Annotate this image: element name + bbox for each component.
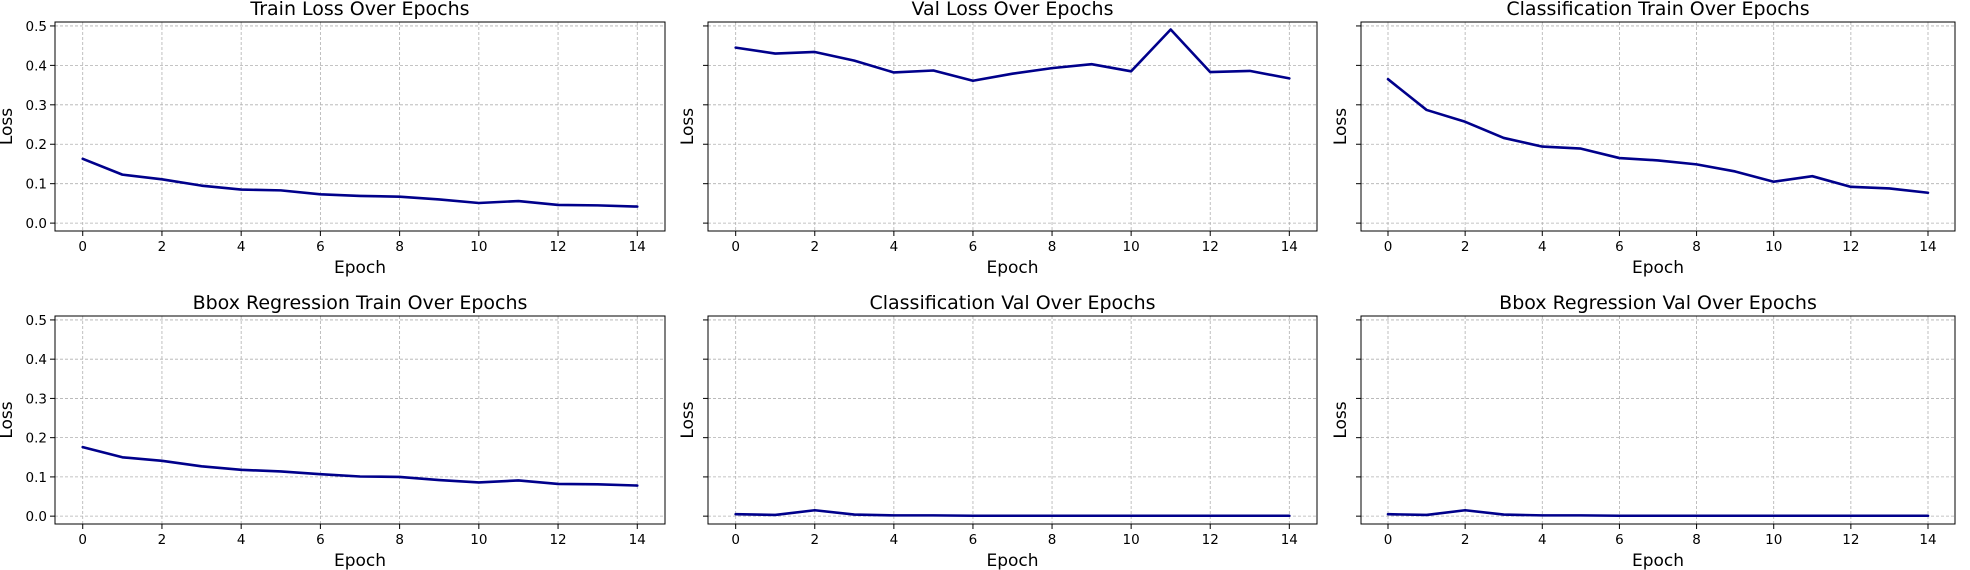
y-tick-label: 0.4 bbox=[26, 352, 47, 368]
x-tick-label: 12 bbox=[549, 532, 566, 548]
plot-frame bbox=[1360, 21, 1956, 232]
y-axis-label: Loss bbox=[1331, 108, 1351, 145]
y-tick-label: 0.2 bbox=[26, 431, 47, 447]
x-tick-label: 2 bbox=[158, 239, 167, 255]
x-tick-label: 8 bbox=[1692, 239, 1701, 255]
x-tick-label: 2 bbox=[810, 532, 819, 548]
subplot-2: 0 2 4 6 8 10 12 14 Val Loss Over Epochs Epoch Loss bbox=[678, 0, 1318, 278]
x-tick-label: 2 bbox=[810, 239, 819, 255]
subplot-6: 0 2 4 6 8 10 12 14 Bbox Regression Val Over Epoc… bbox=[1331, 292, 1956, 570]
x-tick-label: 0 bbox=[1384, 239, 1393, 255]
x-tick-label: 10 bbox=[470, 239, 487, 255]
x-tick-label: 8 bbox=[395, 239, 404, 255]
x-axis-label: Epoch bbox=[334, 258, 386, 278]
x-tick-label: 0 bbox=[731, 239, 740, 255]
x-tick-label: 8 bbox=[395, 532, 404, 548]
plot-frame bbox=[707, 21, 1318, 232]
subplot-3: 0 2 4 6 8 10 12 14 Classification Train Over Epo… bbox=[1331, 0, 1956, 278]
x-tick-label: 4 bbox=[890, 239, 899, 255]
x-tick-label: 2 bbox=[1461, 532, 1470, 548]
x-tick-label: 14 bbox=[1281, 532, 1298, 548]
x-tick-label: 4 bbox=[1538, 532, 1547, 548]
x-tick-label: 10 bbox=[1123, 239, 1140, 255]
x-tick-label: 12 bbox=[1842, 239, 1859, 255]
plot-frame bbox=[1360, 315, 1956, 525]
plot-frame bbox=[54, 315, 666, 525]
series-line bbox=[734, 28, 1291, 83]
x-tick-label: 8 bbox=[1048, 532, 1057, 548]
y-tick-label: 0.1 bbox=[26, 470, 47, 486]
subplot-title: Bbox Regression Val Over Epochs bbox=[1499, 292, 1817, 314]
x-tick-label: 12 bbox=[1842, 532, 1859, 548]
x-tick-label: 10 bbox=[1765, 239, 1782, 255]
subplot-title: Val Loss Over Epochs bbox=[911, 0, 1113, 20]
y-tick-label: 0.3 bbox=[26, 98, 47, 114]
x-tick-label: 8 bbox=[1048, 239, 1057, 255]
subplot-title: Classification Train Over Epochs bbox=[1506, 0, 1809, 20]
series-line bbox=[1386, 508, 1930, 518]
x-tick-label: 0 bbox=[78, 532, 87, 548]
subplot-title: Classification Val Over Epochs bbox=[869, 292, 1155, 314]
y-axis-label: Loss bbox=[678, 108, 698, 145]
x-tick-label: 8 bbox=[1692, 532, 1701, 548]
y-tick-label: 0.2 bbox=[26, 137, 47, 153]
x-tick-label: 6 bbox=[1615, 532, 1624, 548]
y-tick-label: 0.5 bbox=[26, 313, 47, 329]
subplot-title: Bbox Regression Train Over Epochs bbox=[193, 292, 528, 314]
x-tick-label: 12 bbox=[1202, 239, 1219, 255]
y-tick-label: 0.5 bbox=[26, 19, 47, 35]
x-tick-label: 6 bbox=[316, 532, 325, 548]
x-axis-label: Epoch bbox=[986, 258, 1038, 278]
y-axis-label: Loss bbox=[1331, 401, 1351, 438]
x-tick-label: 6 bbox=[969, 532, 978, 548]
x-axis-label: Epoch bbox=[334, 551, 386, 570]
x-tick-label: 14 bbox=[629, 239, 646, 255]
plot-frame bbox=[707, 315, 1318, 525]
series-line bbox=[81, 157, 639, 208]
x-tick-label: 10 bbox=[470, 532, 487, 548]
x-tick-label: 0 bbox=[731, 532, 740, 548]
x-tick-label: 6 bbox=[969, 239, 978, 255]
x-tick-label: 4 bbox=[237, 532, 246, 548]
plot-frame bbox=[54, 21, 666, 232]
x-tick-label: 14 bbox=[1919, 239, 1936, 255]
x-tick-label: 6 bbox=[1615, 239, 1624, 255]
x-tick-label: 10 bbox=[1765, 532, 1782, 548]
x-tick-label: 12 bbox=[549, 239, 566, 255]
x-tick-label: 6 bbox=[316, 239, 325, 255]
y-axis-label: Loss bbox=[678, 401, 698, 438]
x-axis-label: Epoch bbox=[1632, 258, 1684, 278]
series-line bbox=[1386, 77, 1930, 195]
y-tick-label: 0.1 bbox=[26, 177, 47, 193]
y-axis-label: Loss bbox=[0, 108, 17, 145]
x-tick-label: 14 bbox=[629, 532, 646, 548]
x-tick-label: 4 bbox=[237, 239, 246, 255]
subplot-title: Train Loss Over Epochs bbox=[249, 0, 469, 20]
x-tick-label: 14 bbox=[1919, 532, 1936, 548]
subplot-5: 0 2 4 6 8 10 12 14 Classification Val Over Epoch… bbox=[678, 292, 1318, 570]
y-tick-label: 0.4 bbox=[26, 58, 47, 74]
x-tick-label: 4 bbox=[890, 532, 899, 548]
x-tick-label: 2 bbox=[1461, 239, 1470, 255]
x-tick-label: 12 bbox=[1202, 532, 1219, 548]
x-tick-label: 2 bbox=[158, 532, 167, 548]
series-line bbox=[81, 445, 639, 487]
x-tick-label: 4 bbox=[1538, 239, 1547, 255]
y-tick-label: 0.3 bbox=[26, 391, 47, 407]
subplot-4: 0 2 4 6 8 10 12 14 0.0 0.1 0.2 0.3 0.4 0.5 Bbox Regres… bbox=[0, 292, 666, 570]
series-line bbox=[734, 508, 1291, 518]
x-tick-label: 10 bbox=[1123, 532, 1140, 548]
x-axis-label: Epoch bbox=[986, 551, 1038, 570]
y-tick-label: 0.0 bbox=[26, 509, 47, 525]
x-tick-label: 14 bbox=[1281, 239, 1298, 255]
x-tick-label: 0 bbox=[1384, 532, 1393, 548]
x-axis-label: Epoch bbox=[1632, 551, 1684, 570]
subplot-1: 0 2 4 6 8 10 12 14 0.0 0.1 0.2 0.3 0.4 0.5 Train Loss … bbox=[0, 0, 666, 278]
x-tick-label: 0 bbox=[78, 239, 87, 255]
y-tick-label: 0.0 bbox=[26, 216, 47, 232]
y-axis-label: Loss bbox=[0, 401, 17, 438]
